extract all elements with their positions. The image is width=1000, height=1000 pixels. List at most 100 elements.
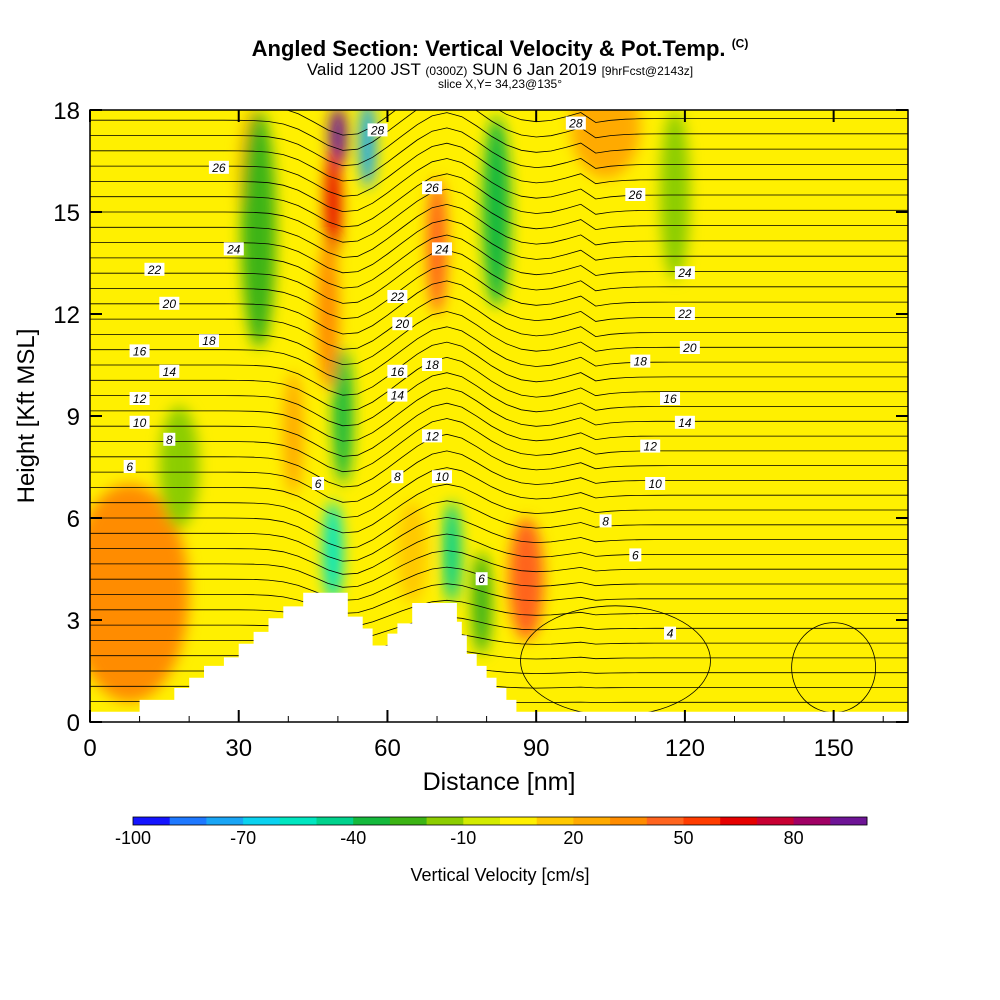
velocity-feature-3 [159, 405, 200, 529]
isentrope-label-29: 8 [163, 432, 176, 447]
isentrope-line-14 [90, 467, 908, 519]
isentrope-label-13: 20 [679, 341, 700, 355]
isentrope-label-22: 14 [674, 415, 695, 430]
isentrope-label-box [159, 296, 180, 310]
isentrope-label-text: 18 [202, 334, 216, 348]
colorbar-swatch-6 [353, 817, 391, 825]
isentrope-line-25 [90, 295, 908, 350]
isentrope-line-7 [90, 583, 908, 614]
y-tick-label: 0 [67, 710, 80, 737]
isentrope-label-text: 24 [434, 242, 449, 256]
isentrope-label-19: 16 [660, 392, 681, 406]
isentrope-label-box [223, 242, 244, 256]
y-tick-label: 12 [53, 302, 80, 329]
isentrope-label-box [629, 548, 642, 562]
isentrope-label-0: 28 [565, 116, 586, 131]
isentrope-label-text: 8 [602, 514, 609, 528]
isentrope-line-29 [90, 234, 908, 289]
isentrope-label-box [129, 415, 150, 429]
isentrope-line-13 [90, 483, 908, 534]
isentrope-label-text: 20 [395, 317, 410, 331]
colorbar-swatch-2 [206, 817, 244, 825]
colorbar-swatch-16 [720, 817, 758, 825]
isentrope-label-text: 20 [682, 341, 697, 355]
isentrope-lines [90, 110, 908, 717]
isentrope-label-box [431, 470, 452, 484]
isentrope-label-26: 10 [129, 415, 150, 430]
isentrope-line-16 [90, 433, 908, 488]
isentrope-label-text: 16 [391, 365, 405, 379]
valid-zulu: (0300Z) [425, 64, 468, 78]
isentrope-label-box [312, 477, 325, 490]
velocity-feature-13 [332, 348, 353, 484]
velocity-feature-16 [397, 501, 428, 603]
isentrope-line-3 [90, 649, 908, 666]
isentrope-label-14: 16 [129, 344, 150, 358]
isentrope-line-26 [90, 280, 908, 335]
x-tick-label: 60 [374, 735, 401, 762]
isentrope-label-text: 24 [226, 242, 241, 256]
isentrope-label-box [367, 123, 388, 137]
isentrope-label-text: 10 [648, 477, 662, 491]
chart-title-text: Angled Section: Vertical Velocity & Pot.… [251, 36, 726, 61]
isentrope-line-22 [90, 341, 908, 396]
isentrope-label-text: 18 [634, 355, 648, 369]
isentrope-line-9 [90, 550, 908, 588]
isentrope-line-12 [90, 500, 908, 549]
isentrope-label-text: 22 [147, 263, 162, 277]
isentrope-label-5: 24 [223, 242, 244, 256]
isentrope-label-11: 20 [159, 296, 180, 311]
isentrope-label-box [387, 290, 408, 303]
isentrope-line-32 [90, 188, 908, 243]
isentrope-label-box [645, 477, 666, 490]
isentrope-line-20 [90, 372, 908, 427]
isentrope-label-text: 22 [677, 307, 692, 321]
isentrope-label-box [475, 572, 488, 586]
colorbar-swatch-18 [793, 817, 831, 825]
isentrope-label-25: 12 [640, 439, 661, 454]
colorbar-tick-label: -40 [340, 828, 366, 848]
isentrope-label-text: 12 [425, 429, 439, 443]
isentrope-label-box [144, 262, 165, 276]
isentrope-label-23: 12 [129, 392, 150, 406]
isentrope-label-21: 14 [387, 388, 408, 403]
valid-time: Valid 1200 JST [306, 60, 421, 79]
isentrope-label-text: 6 [126, 460, 133, 474]
isentrope-label-9: 22 [387, 290, 408, 304]
isentrope-label-text: 16 [663, 392, 677, 406]
isentrope-label-text: 26 [424, 181, 439, 195]
isentrope-line-36 [90, 127, 908, 182]
isentrope-label-text: 22 [390, 290, 405, 304]
colorbar-swatch-11 [536, 817, 574, 825]
isentrope-line-15 [90, 450, 908, 503]
isentrope-label-text: 28 [568, 117, 583, 131]
y-axis: 0 3 6 9 12 15 18 [53, 98, 908, 737]
colorbar-tick-label: 50 [673, 828, 693, 848]
isentrope-line-4 [90, 633, 908, 653]
velocity-feature-14 [323, 501, 343, 603]
isentrope-label-box [163, 432, 176, 446]
isentrope-label-12: 20 [392, 317, 413, 331]
y-axis-label: Height [Kft MSL] [13, 329, 40, 504]
isentrope-label-text: 14 [391, 389, 405, 403]
colorbar-swatch-15 [683, 817, 721, 825]
isentrope-label-7: 24 [674, 266, 695, 280]
x-tick-label: 150 [814, 735, 854, 762]
velocity-feature-17 [471, 552, 492, 654]
isentrope-label-35: 6 [629, 548, 642, 562]
colorbar-swatch-7 [389, 817, 428, 825]
isentrope-label-33: 6 [312, 477, 325, 491]
isentrope-line-5 [90, 616, 908, 640]
chart-valid-line: Valid 1200 JST (0300Z) SUN 6 Jan 2019 [9… [0, 60, 1000, 80]
colorbar-swatch-5 [316, 817, 354, 825]
isentrope-label-36: 4 [664, 626, 677, 641]
isentrope-label-30: 8 [391, 470, 404, 484]
isentrope-label-text: 18 [425, 358, 439, 372]
isentrope-line-34 [90, 158, 908, 213]
isentrope-label-text: 8 [166, 433, 173, 447]
colorbar-swatch-3 [243, 817, 281, 825]
isentrope-label-box [674, 266, 695, 280]
isentrope-label-box [198, 334, 219, 348]
colorbar-tick-label: 20 [563, 828, 583, 848]
isentrope-label-box [664, 626, 677, 640]
